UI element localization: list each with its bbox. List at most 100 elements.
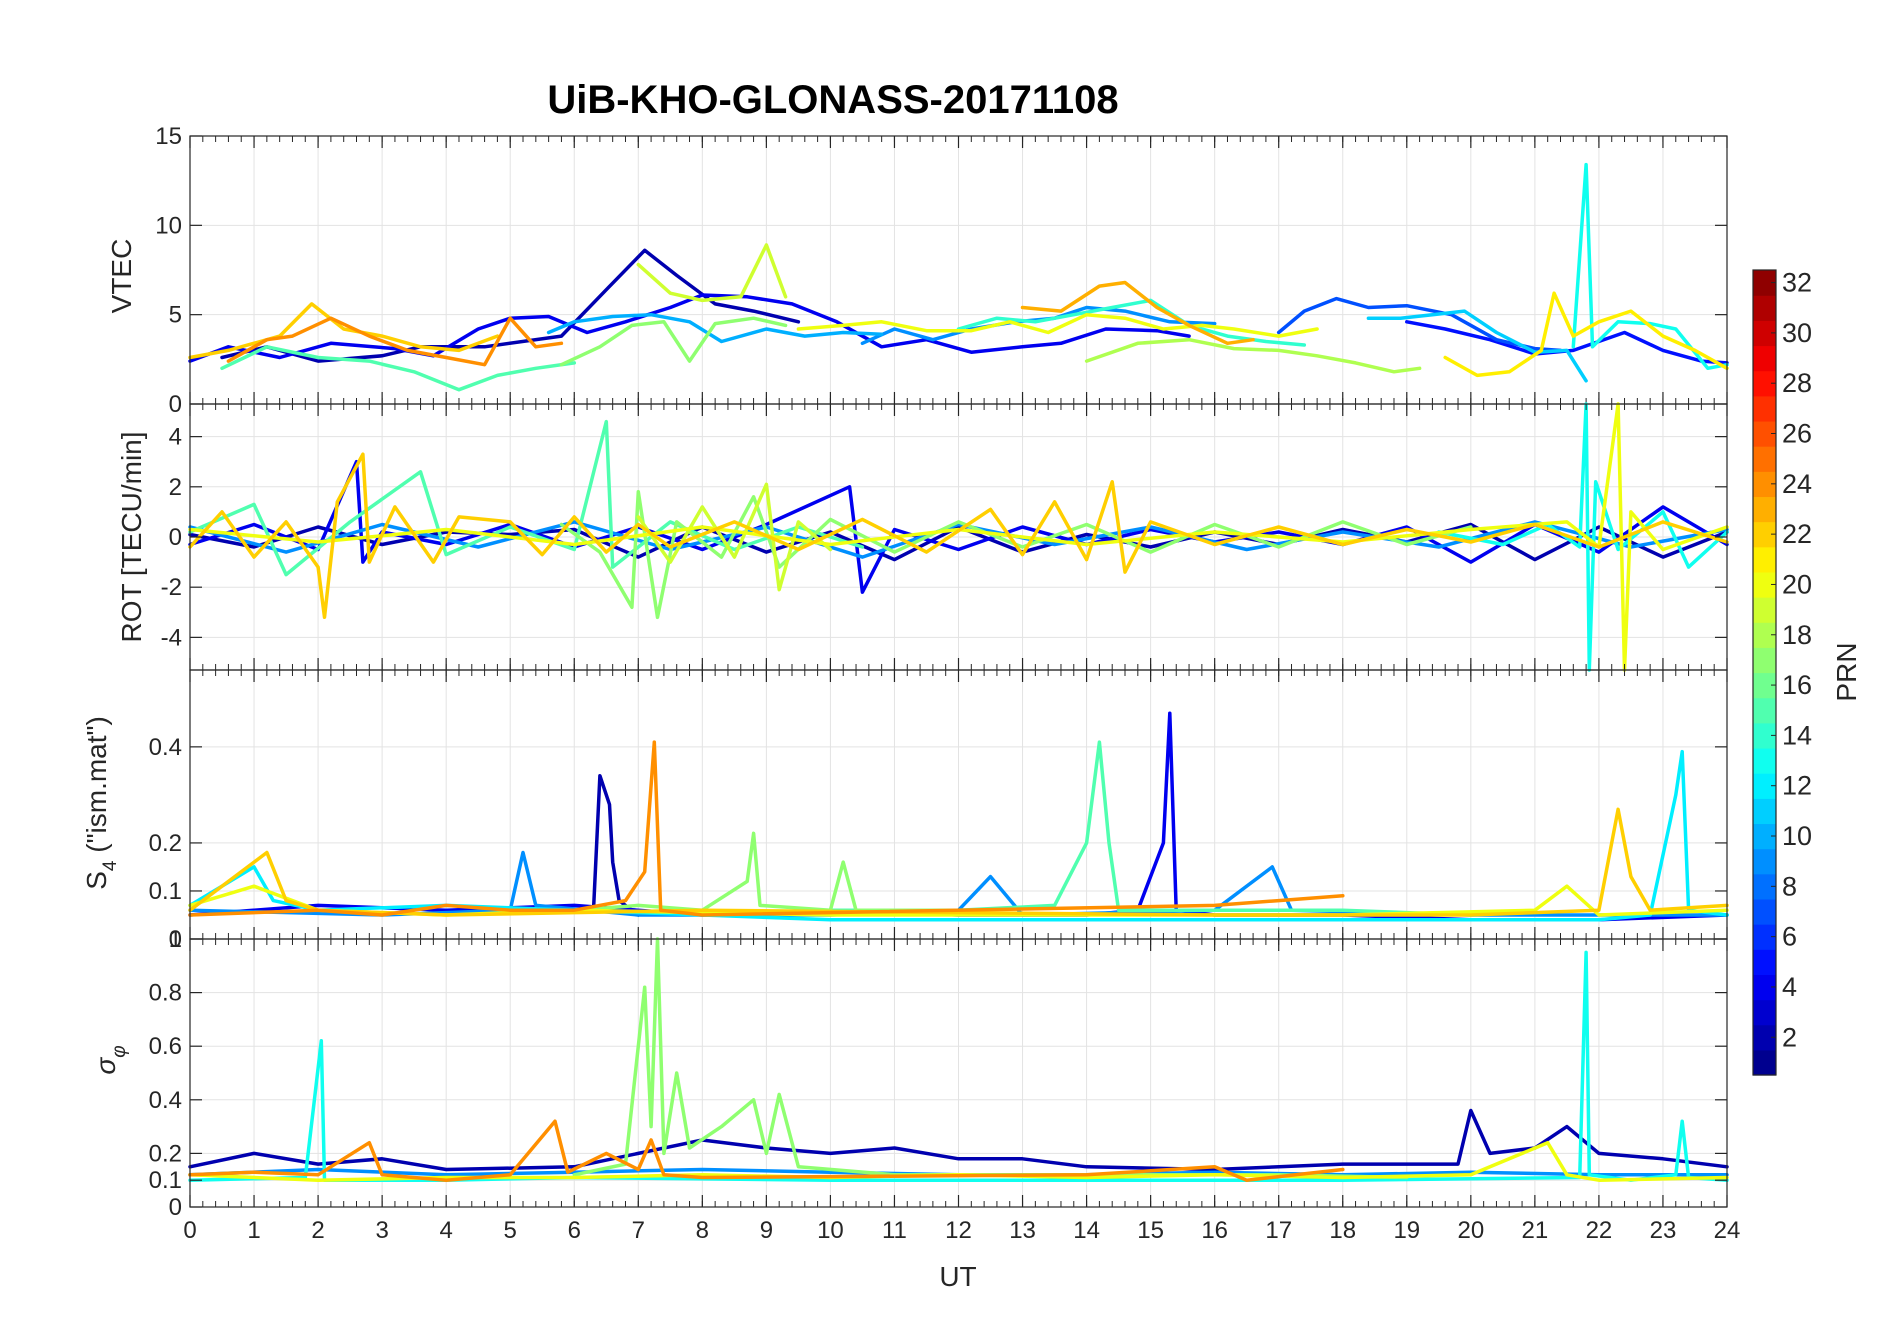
xtick-label: 3 bbox=[375, 1217, 388, 1244]
colorbar-tick-label: 2 bbox=[1782, 1022, 1797, 1052]
xtick-label: 11 bbox=[882, 1217, 907, 1244]
series-line-prn-10 bbox=[546, 312, 884, 344]
grid-s4 bbox=[190, 670, 1727, 939]
ytick-label: 0 bbox=[169, 524, 182, 551]
colorbar-tick-label: 18 bbox=[1782, 620, 1812, 650]
colorbar-tick-label: 4 bbox=[1782, 972, 1797, 1002]
xtick-label: 24 bbox=[1714, 1217, 1741, 1244]
colorbar-cell bbox=[1753, 622, 1776, 648]
colorbar-tick-label: 32 bbox=[1782, 268, 1812, 298]
ytick-label: -2 bbox=[161, 574, 182, 601]
colorbar-tick-label: 24 bbox=[1782, 469, 1812, 499]
ytick-labels-sigma: 00.10.20.40.60.81 bbox=[149, 926, 182, 1221]
colorbar-cell bbox=[1753, 773, 1776, 799]
series-line-prn-22 bbox=[188, 807, 1729, 917]
colorbar-cell bbox=[1753, 446, 1776, 472]
xtick-label: 14 bbox=[1073, 1217, 1100, 1244]
xtick-label: 0 bbox=[183, 1217, 196, 1244]
ylabel-s4: S4 ("ism.mat") bbox=[81, 716, 121, 890]
series-group-vtec bbox=[188, 162, 1729, 392]
series-line-prn-13 bbox=[1571, 162, 1729, 371]
xtick-label: 7 bbox=[632, 1217, 645, 1244]
series-line-prn-5 bbox=[1405, 320, 1729, 365]
xtick-label: 9 bbox=[760, 1217, 773, 1244]
ytick-label: 0.4 bbox=[149, 1087, 182, 1114]
colorbar-tick-label: 20 bbox=[1782, 569, 1812, 599]
series-line-prn-13 bbox=[188, 950, 1729, 1182]
ylabel-rot: ROT [TECU/min] bbox=[116, 431, 147, 642]
colorbar-cell bbox=[1753, 345, 1776, 372]
series-line-prn-17 bbox=[572, 831, 961, 912]
ytick-label: 5 bbox=[169, 302, 182, 329]
series-line-prn-14 bbox=[956, 298, 1307, 347]
xtick-label: 16 bbox=[1201, 1217, 1228, 1244]
colorbar-cell bbox=[1753, 597, 1776, 623]
colorbar-cell bbox=[1753, 420, 1776, 447]
series-line-prn-9 bbox=[860, 305, 1217, 346]
series-line-prn-19 bbox=[636, 243, 788, 303]
colorbar-cell bbox=[1753, 395, 1776, 422]
colorbar-frame bbox=[1752, 269, 1777, 1076]
colorbar-cell bbox=[1753, 697, 1776, 724]
xtick-label: 8 bbox=[696, 1217, 709, 1244]
series-line-prn-22 bbox=[188, 452, 1729, 620]
panel-vtec: 0 5 10 15 VTEC bbox=[106, 123, 1729, 418]
colorbar-cell bbox=[1753, 949, 1776, 975]
grid-vtec bbox=[190, 136, 1727, 404]
ylabel-sigma: σφ bbox=[90, 1045, 130, 1074]
colorbar-cell bbox=[1753, 370, 1776, 397]
ticks-sigma bbox=[189, 938, 1728, 1208]
series-line-prn-15 bbox=[188, 419, 865, 577]
series-line-prn-18 bbox=[1084, 337, 1422, 374]
series-line-prn-2 bbox=[220, 248, 801, 363]
series-line-prn-12 bbox=[188, 749, 1729, 922]
colorbar-tick-label: 12 bbox=[1782, 771, 1812, 801]
colorbar-cell bbox=[1753, 974, 1776, 1001]
series-line-prn-2 bbox=[188, 522, 1729, 562]
series-line-prn-24 bbox=[188, 740, 1345, 917]
series-line-prn-22 bbox=[188, 302, 500, 360]
colorbar-cell bbox=[1753, 823, 1776, 850]
ytick-labels-rot: -4 -2 0 2 4 bbox=[161, 424, 182, 652]
colorbar-cell bbox=[1753, 647, 1776, 674]
series-line-prn-17 bbox=[559, 316, 788, 367]
panel-rot: -4 -2 0 2 4 ROT [TECU/min] bbox=[116, 402, 1729, 672]
colorbar-cell bbox=[1753, 471, 1776, 498]
colorbar-cell bbox=[1753, 898, 1776, 925]
ytick-label: -4 bbox=[161, 624, 182, 651]
ytick-label: 0.1 bbox=[149, 878, 182, 905]
series-line-prn-19 bbox=[636, 482, 833, 592]
ytick-label: 0.8 bbox=[149, 980, 182, 1007]
colorbar-cell bbox=[1753, 1049, 1776, 1076]
ticks-s4 bbox=[189, 670, 1728, 940]
ytick-label: 10 bbox=[155, 212, 182, 239]
colorbar-tick-label: 30 bbox=[1782, 318, 1812, 348]
series-line-prn-23 bbox=[1020, 280, 1255, 346]
colorbar-cell bbox=[1753, 848, 1776, 875]
colorbar-cell bbox=[1753, 295, 1776, 321]
xtick-label: 12 bbox=[945, 1217, 972, 1244]
series-line-prn-4 bbox=[188, 293, 1191, 363]
colorbar-tick-label: 22 bbox=[1782, 519, 1812, 549]
xtick-label: 23 bbox=[1650, 1217, 1677, 1244]
series-line-prn-21 bbox=[1443, 291, 1729, 378]
xtick-label: 5 bbox=[504, 1217, 517, 1244]
xtick-label: 4 bbox=[439, 1217, 452, 1244]
colorbar-tick-label: 6 bbox=[1782, 922, 1797, 952]
xtick-label: 22 bbox=[1586, 1217, 1613, 1244]
series-line-prn-24 bbox=[188, 1119, 1345, 1182]
xtick-label: 13 bbox=[1009, 1217, 1036, 1244]
series-line-prn-17 bbox=[572, 937, 1409, 1180]
xtick-label: 19 bbox=[1393, 1217, 1420, 1244]
series-line-prn-11 bbox=[1366, 309, 1588, 383]
xtick-label: 17 bbox=[1265, 1217, 1292, 1244]
ylabel-s4-subscript: 4 bbox=[100, 860, 121, 871]
colorbar-label: PRN bbox=[1831, 642, 1862, 701]
colorbar-cell bbox=[1753, 798, 1776, 825]
xtick-label: 21 bbox=[1522, 1217, 1549, 1244]
series-line-prn-15 bbox=[220, 345, 577, 392]
colorbar-cell bbox=[1753, 873, 1776, 900]
